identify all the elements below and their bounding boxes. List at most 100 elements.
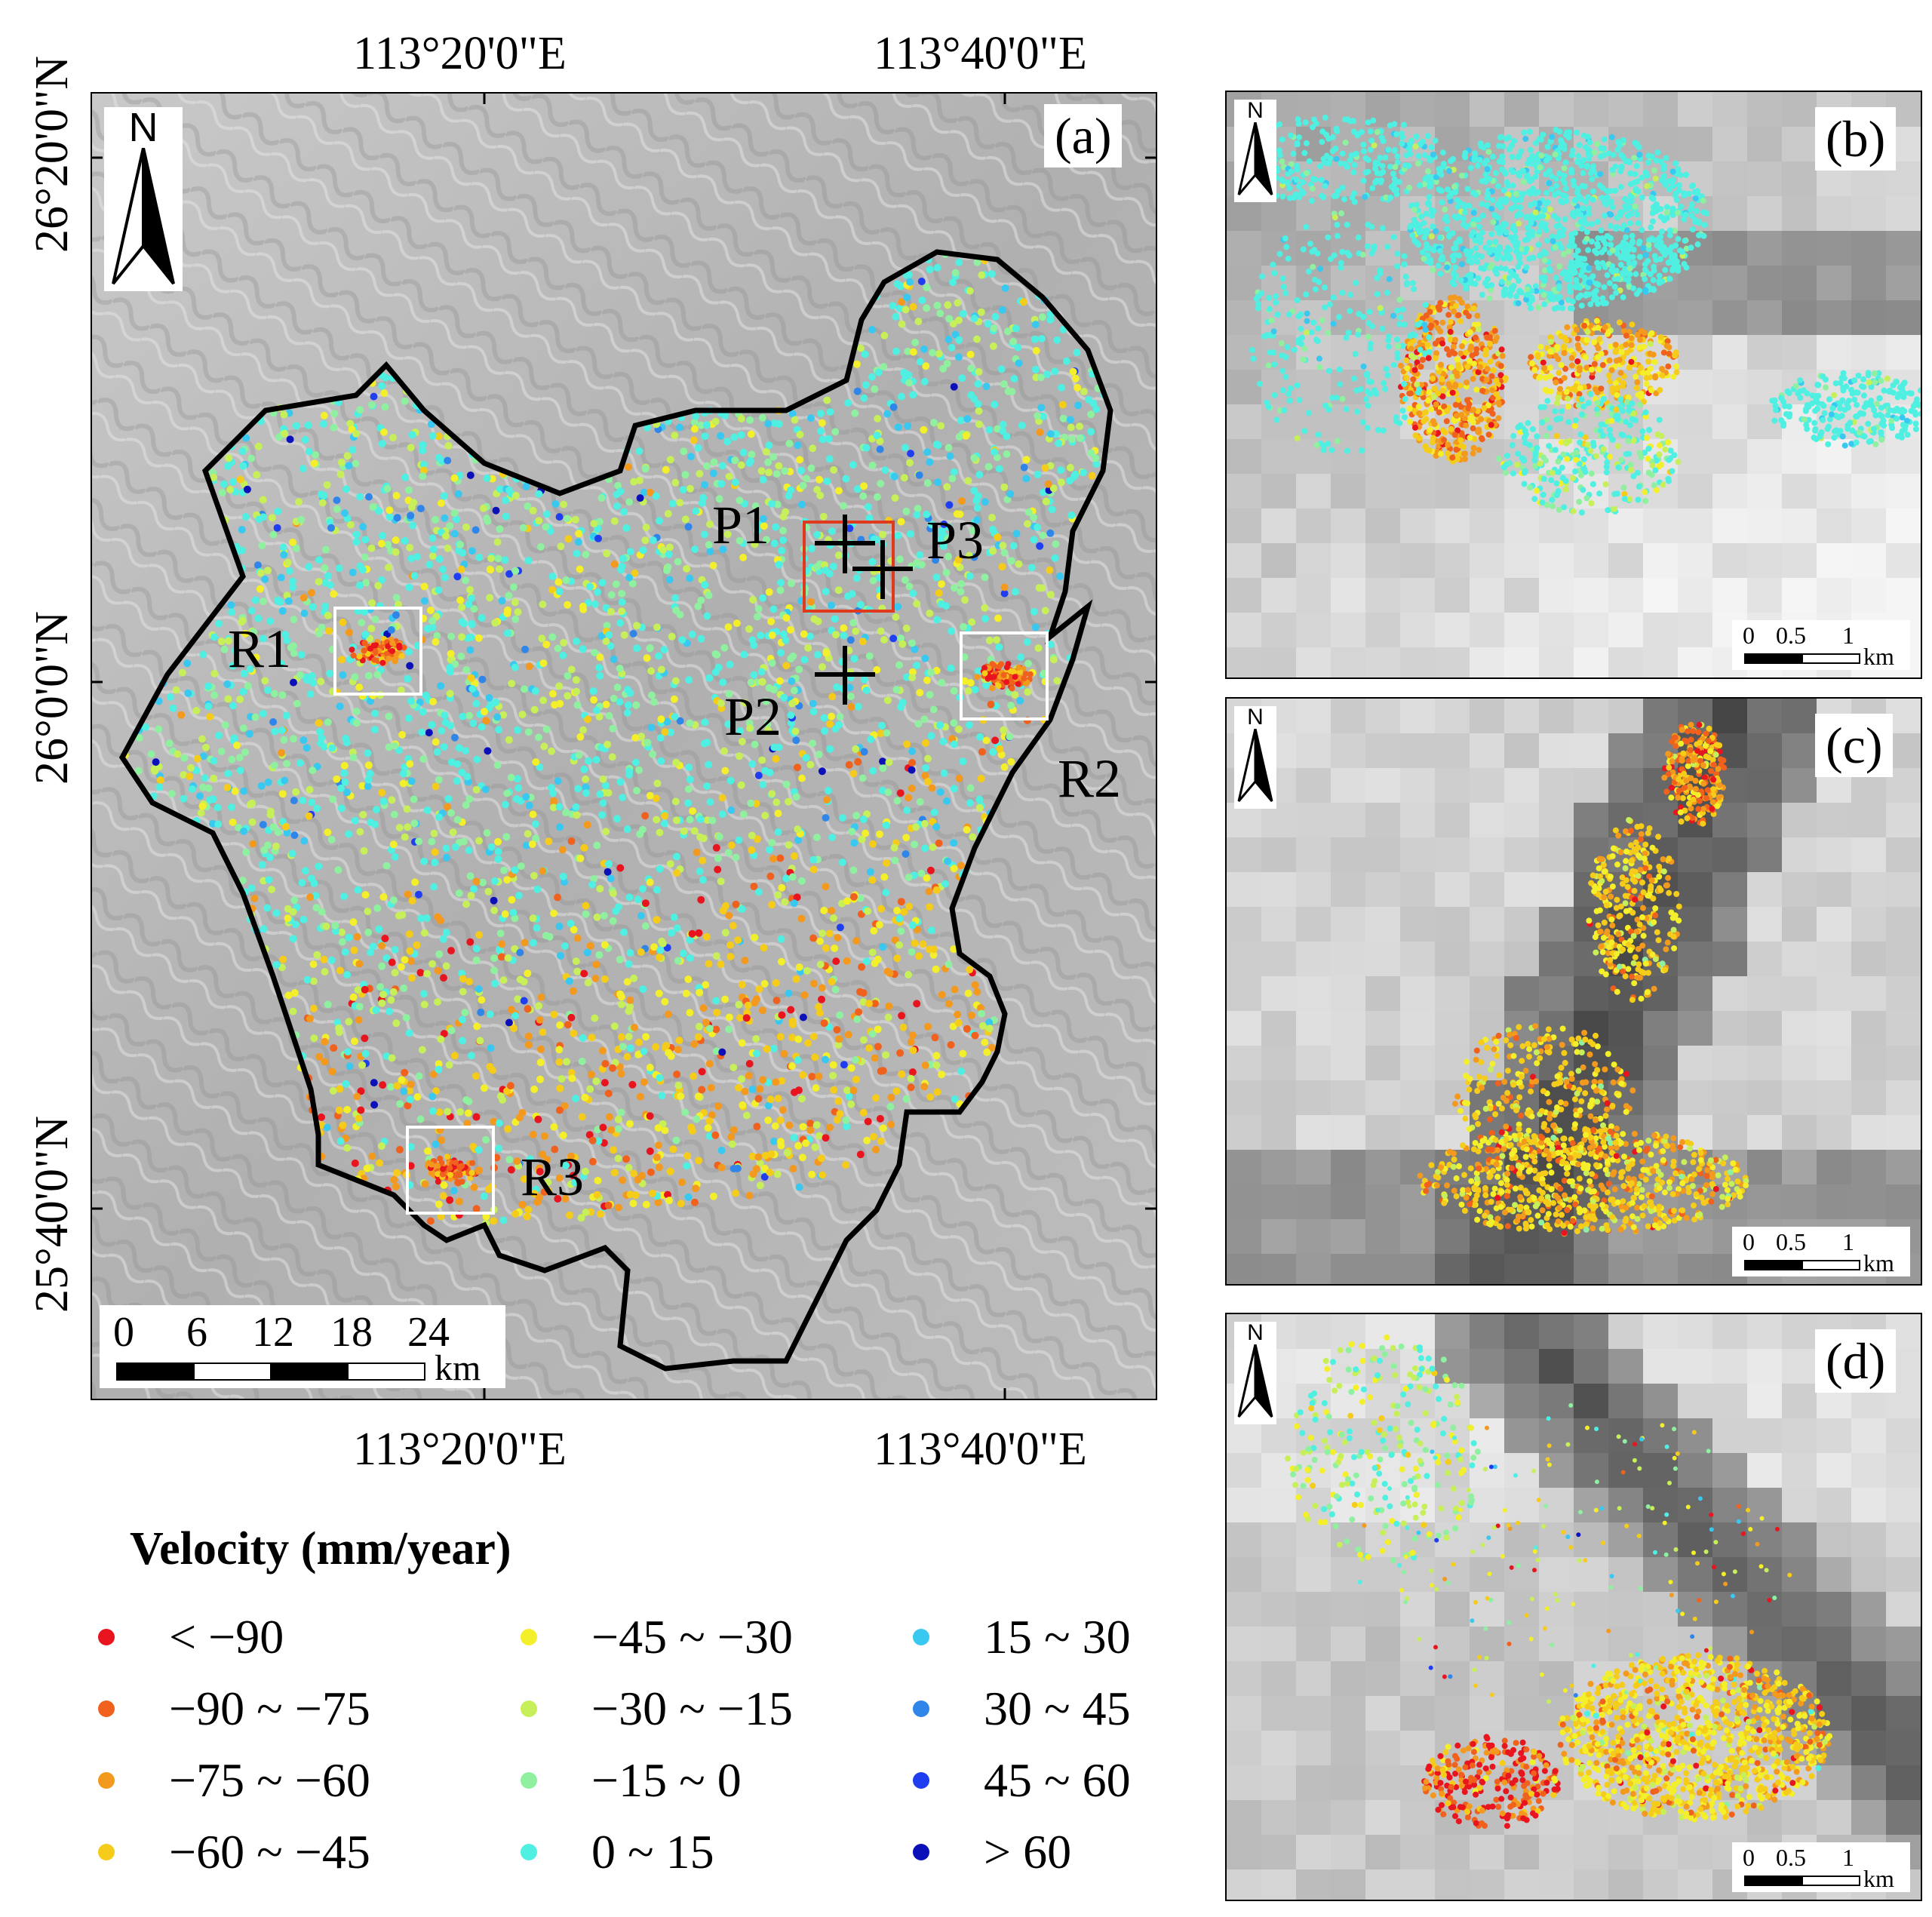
velocity-point — [381, 403, 389, 411]
velocity-point — [567, 1152, 575, 1160]
velocity-point — [437, 1035, 445, 1043]
velocity-point — [453, 1160, 459, 1166]
velocity-point — [260, 846, 269, 854]
velocity-point — [1037, 373, 1045, 382]
velocity-point — [626, 949, 634, 957]
velocity-point — [697, 634, 705, 643]
velocity-point — [1505, 279, 1512, 286]
velocity-point — [385, 743, 393, 751]
velocity-point — [843, 1086, 851, 1095]
velocity-point — [270, 761, 278, 770]
velocity-point — [750, 671, 758, 679]
velocity-point — [1463, 285, 1470, 292]
velocity-point — [278, 691, 287, 699]
velocity-point — [236, 475, 244, 484]
velocity-point — [703, 612, 711, 620]
velocity-point — [788, 1017, 797, 1025]
velocity-point — [641, 922, 650, 930]
velocity-point — [217, 637, 226, 646]
velocity-point — [1607, 223, 1614, 229]
raster-cell — [1261, 300, 1296, 335]
velocity-point — [767, 1150, 776, 1158]
velocity-point — [361, 553, 369, 561]
velocity-point — [228, 608, 236, 616]
velocity-point — [409, 521, 417, 530]
velocity-point — [655, 517, 663, 525]
velocity-point — [542, 523, 550, 531]
velocity-point — [458, 768, 466, 776]
velocity-point — [922, 763, 930, 772]
velocity-point — [729, 1064, 738, 1071]
velocity-point — [852, 812, 861, 820]
velocity-point — [290, 678, 297, 687]
velocity-point — [782, 508, 790, 516]
velocity-point — [459, 1037, 467, 1045]
velocity-point — [471, 526, 480, 534]
velocity-point — [540, 742, 548, 751]
velocity-point — [304, 421, 312, 429]
velocity-point — [208, 819, 217, 828]
velocity-point — [670, 913, 678, 921]
velocity-point — [886, 969, 894, 978]
velocity-point — [420, 1000, 428, 1009]
velocity-point — [447, 632, 456, 641]
legend-item: 15 ~ 30 — [913, 1613, 1131, 1661]
velocity-point — [913, 926, 921, 934]
velocity-point — [665, 543, 674, 551]
velocity-point — [551, 1145, 559, 1154]
velocity-point — [926, 1093, 935, 1101]
velocity-point — [985, 425, 994, 434]
velocity-point — [1004, 327, 1012, 336]
map-canvas — [92, 94, 1156, 1399]
velocity-point — [401, 536, 409, 545]
velocity-point — [764, 458, 772, 466]
velocity-point — [340, 769, 349, 777]
velocity-point — [732, 900, 740, 908]
velocity-point — [921, 1061, 929, 1070]
raster-cell — [1678, 578, 1712, 613]
velocity-point — [1581, 274, 1588, 281]
velocity-point — [493, 538, 502, 546]
velocity-point — [432, 782, 440, 791]
velocity-point — [1690, 183, 1696, 189]
legend-swatch — [98, 1700, 115, 1717]
velocity-point — [594, 1176, 602, 1184]
velocity-point — [721, 412, 729, 419]
velocity-point — [797, 466, 805, 475]
velocity-point — [268, 886, 275, 893]
velocity-point — [649, 1189, 656, 1197]
velocity-point — [556, 1021, 564, 1029]
velocity-point — [1509, 154, 1516, 160]
velocity-point — [393, 514, 401, 522]
velocity-point — [306, 1015, 314, 1023]
velocity-point — [472, 699, 481, 708]
velocity-point — [1652, 175, 1659, 182]
velocity-point — [524, 969, 532, 978]
velocity-point — [630, 1169, 637, 1178]
velocity-point — [772, 798, 781, 806]
velocity-point — [858, 774, 867, 782]
velocity-point — [815, 751, 823, 758]
velocity-point — [1633, 271, 1639, 278]
velocity-point — [457, 565, 465, 573]
velocity-point — [853, 387, 862, 395]
velocity-point — [569, 1172, 577, 1180]
velocity-point — [511, 1012, 519, 1020]
velocity-point — [1636, 287, 1643, 294]
legend-item: < −90 — [98, 1613, 284, 1661]
velocity-point — [908, 1068, 917, 1077]
velocity-point — [511, 567, 520, 575]
velocity-point — [608, 753, 616, 761]
velocity-point — [459, 712, 467, 720]
velocity-point — [904, 347, 912, 355]
velocity-point — [603, 622, 611, 630]
velocity-point — [573, 637, 581, 646]
velocity-point — [790, 687, 798, 695]
velocity-point — [246, 665, 254, 673]
velocity-point — [561, 1102, 569, 1110]
velocity-point — [643, 423, 651, 432]
velocity-point — [966, 784, 975, 792]
velocity-point — [923, 448, 932, 456]
point-label-p3: P3 — [926, 510, 984, 570]
velocity-point — [416, 1115, 425, 1123]
